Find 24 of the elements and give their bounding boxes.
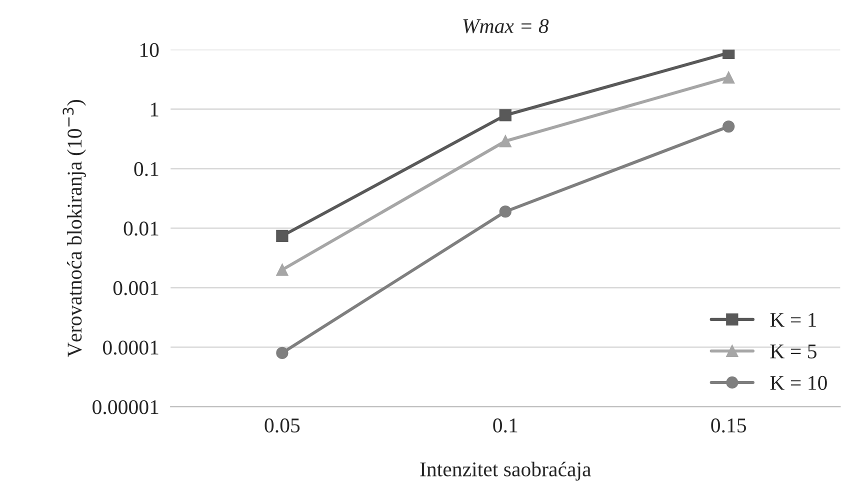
y-axis-title: Verovatnoća blokiranja (10$^{−3}$) [62,100,86,358]
y-tick-label: 1 [150,102,158,116]
x-tick-label: 0.05 [264,418,300,433]
point [499,205,512,218]
legend-label: K = 1 [770,312,816,327]
point [276,230,288,242]
x-tick-label: 0.15 [711,418,746,433]
point [499,135,512,148]
point [722,120,735,133]
point [499,109,512,122]
point [276,264,288,276]
point [276,346,288,360]
x-axis-title: Intenzitet saobraćaja [420,462,591,481]
y-tick-label: 10 [140,42,159,58]
legend-label: K = 5 [770,344,816,358]
legend-label: K = 10 [770,376,827,390]
point [722,71,735,84]
x-tick-label: 0.1 [493,418,518,433]
chart-title: Wmax = 8 [463,19,549,34]
y-tick-label: 0.00001 [92,400,158,414]
y-tick-label: 0.0001 [102,340,158,355]
y-tick-label: 0.1 [134,162,158,176]
y-tick-label: 0.001 [113,281,158,296]
y-tick-label: 0.01 [124,222,158,236]
